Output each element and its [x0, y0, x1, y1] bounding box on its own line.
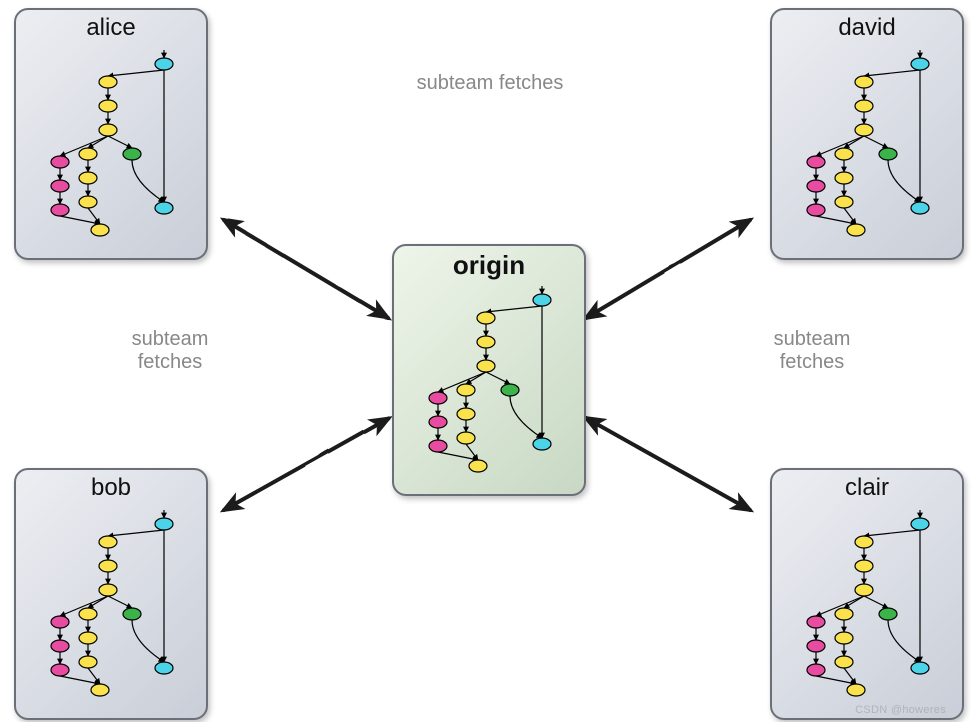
connection-david-origin	[586, 220, 750, 318]
repo-clair: clair	[770, 468, 964, 720]
repo-title: origin	[394, 250, 584, 281]
repo-title: alice	[16, 14, 206, 42]
watermark: CSDN @howeres	[855, 704, 946, 716]
repo-title: bob	[16, 474, 206, 502]
subteam-label-top: subteam fetches	[400, 72, 580, 95]
repo-title: david	[772, 14, 962, 42]
repo-origin: origin	[392, 244, 586, 496]
connection-bob-origin	[224, 418, 388, 510]
connection-alice-origin	[224, 220, 388, 318]
repo-bob: bob	[14, 468, 208, 720]
subteam-label-left: subteam fetches	[110, 328, 230, 374]
repo-alice: alice	[14, 8, 208, 260]
repo-david: david	[770, 8, 964, 260]
repo-title: clair	[772, 474, 962, 502]
subteam-label-right: subteam fetches	[752, 328, 872, 374]
connection-clair-origin	[586, 418, 750, 510]
